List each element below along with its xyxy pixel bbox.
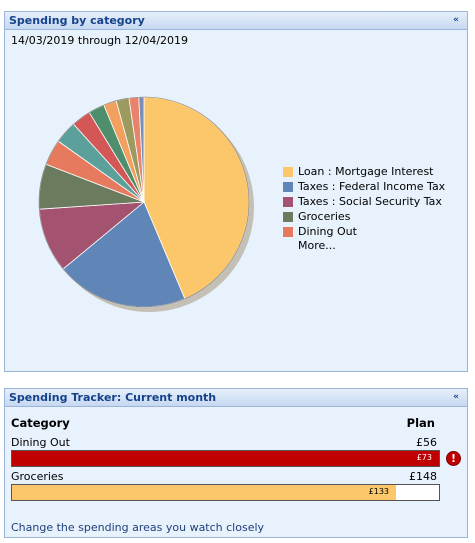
tracker-panel-title: Spending Tracker: Current month — [9, 391, 217, 404]
legend-item[interactable]: Loan : Mortgage Interest — [283, 164, 445, 179]
tracker-row-category[interactable]: Groceries — [11, 470, 64, 483]
over-budget-warning-icon[interactable]: ! — [446, 451, 461, 466]
date-range: 14/03/2019 through 12/04/2019 — [11, 34, 189, 47]
tracker-body: Category Plan Dining Out £56 £73 ! Groce… — [5, 407, 467, 538]
tracker-row-plan: £56 — [416, 436, 437, 449]
tracker-row-plan: £148 — [409, 470, 437, 483]
legend-label: Taxes : Social Security Tax — [298, 195, 442, 208]
spending-pie-chart — [38, 96, 254, 312]
legend-label: Groceries — [298, 210, 351, 223]
tracker-progress-bar[interactable]: £73 — [11, 450, 440, 467]
pie-legend: Loan : Mortgage Interest Taxes : Federal … — [283, 164, 445, 254]
tracker-progress-bar[interactable]: £133 — [11, 484, 440, 501]
tracker-bar-fill — [12, 485, 396, 500]
category-column-header: Category — [11, 416, 70, 430]
tracker-actual-amount: £73 — [416, 453, 432, 462]
legend-item[interactable]: Taxes : Federal Income Tax — [283, 179, 445, 194]
legend-item[interactable]: Dining Out — [283, 224, 445, 239]
spending-panel-header: Spending by category « — [5, 12, 467, 30]
legend-swatch — [283, 196, 293, 207]
plan-column-header: Plan — [406, 416, 435, 430]
spending-tracker-panel: Spending Tracker: Current month « Catego… — [4, 388, 468, 538]
tracker-row-category[interactable]: Dining Out — [11, 436, 70, 449]
legend-label: Taxes : Federal Income Tax — [298, 180, 446, 193]
legend-more-link[interactable]: More... — [298, 239, 336, 252]
collapse-tracker-panel-icon[interactable]: « — [453, 392, 459, 402]
legend-swatch — [283, 211, 293, 222]
tracker-bar-fill — [12, 451, 439, 466]
legend-swatch — [283, 226, 293, 237]
tracker-actual-amount: £133 — [368, 487, 389, 496]
legend-swatch — [283, 181, 293, 192]
legend-label: Loan : Mortgage Interest — [298, 165, 434, 178]
legend-swatch — [283, 166, 293, 177]
spending-panel-title: Spending by category — [9, 14, 145, 27]
legend-item[interactable]: Groceries — [283, 209, 445, 224]
spending-by-category-panel: Spending by category « 14/03/2019 throug… — [4, 11, 468, 372]
legend-item[interactable]: Taxes : Social Security Tax — [283, 194, 445, 209]
pie-outline — [38, 96, 250, 308]
collapse-spending-panel-icon[interactable]: « — [453, 15, 459, 25]
legend-label: Dining Out — [298, 225, 357, 238]
tracker-panel-header: Spending Tracker: Current month « — [5, 389, 467, 407]
change-spending-areas-link[interactable]: Change the spending areas you watch clos… — [11, 521, 265, 534]
